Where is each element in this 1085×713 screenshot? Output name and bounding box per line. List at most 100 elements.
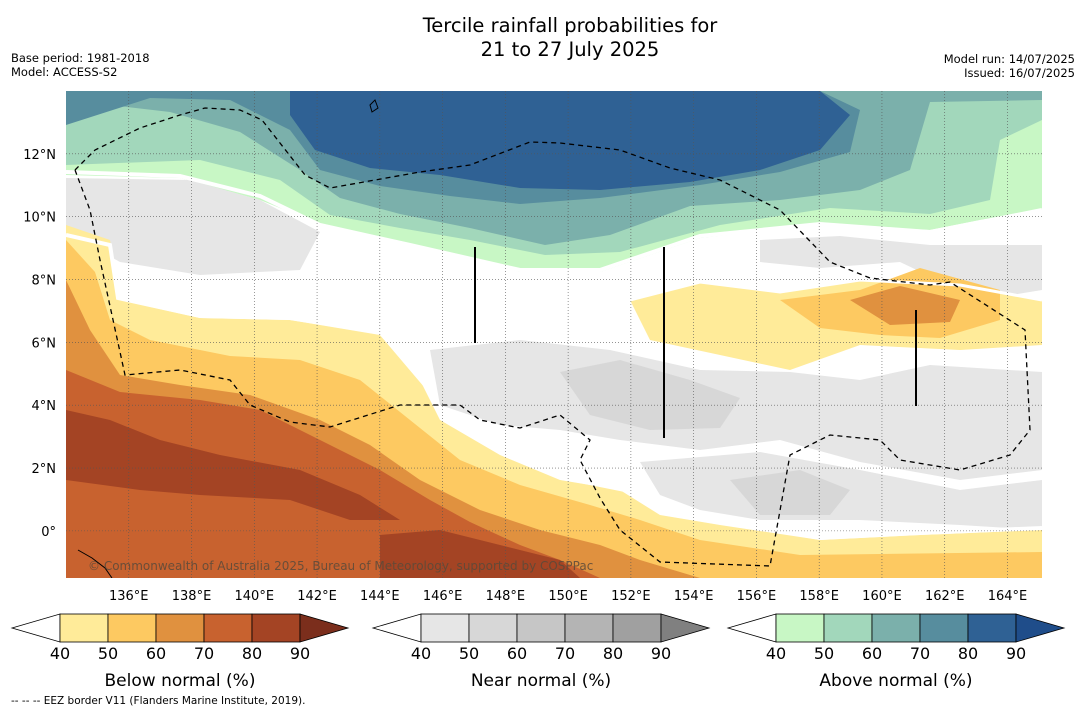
above-normal-right-patch bbox=[1010, 150, 1042, 210]
colorbar-segment bbox=[612, 613, 662, 643]
colorbar-tick-label: 80 bbox=[958, 644, 978, 663]
colorbars: 40 50 60 70 80 90 Below normal (%) 40 50 60 70 80 90… bbox=[10, 613, 1066, 691]
colorbar-tick-label: 70 bbox=[194, 644, 214, 663]
colorbar-segment bbox=[823, 613, 873, 643]
longitude-label: 164°E bbox=[988, 589, 1028, 604]
colorbar-left-extension bbox=[10, 613, 61, 643]
map-title: Tercile rainfall probabilities for 21 to… bbox=[0, 14, 1085, 62]
latitude-label: 10°N bbox=[23, 211, 56, 226]
colorbar-tick-label: 50 bbox=[98, 644, 118, 663]
near-normal-north-band bbox=[66, 178, 320, 275]
colorbar-segment bbox=[919, 613, 969, 643]
colorbar-segment bbox=[420, 613, 470, 643]
latitude-label: 4°N bbox=[32, 399, 57, 414]
longitude-labels: 136°E 138°E 140°E 142°E 144°E 146°E 148°E 150°E… bbox=[109, 589, 1027, 604]
colorbar-tick-label: 60 bbox=[507, 644, 527, 663]
colorbar-tick-label: 40 bbox=[50, 644, 70, 663]
colorbar-right-extension bbox=[299, 613, 350, 643]
near-normal-60-patch-east bbox=[730, 470, 850, 515]
colorbar-segment bbox=[203, 613, 253, 643]
below-normal-70-east bbox=[850, 286, 960, 325]
latitude-label: 8°N bbox=[32, 274, 57, 289]
latitude-labels: 12°N 10°N 8°N 6°N 4°N 2°N 0° bbox=[23, 148, 56, 540]
colorbar-segment bbox=[468, 613, 518, 643]
colorbar-tick-label: 40 bbox=[766, 644, 786, 663]
island-outline-2 bbox=[77, 549, 113, 578]
issued-text: Issued: 16/07/2025 bbox=[964, 66, 1075, 80]
footnote-eez: -- -- -- EEZ border V11 (Flanders Marine… bbox=[11, 695, 306, 707]
tercile-boundary-south bbox=[66, 233, 1042, 541]
longitude-label: 142°E bbox=[297, 589, 337, 604]
latitude-label: 2°N bbox=[32, 462, 57, 477]
longitude-label: 148°E bbox=[486, 589, 526, 604]
colorbar-left-extension bbox=[726, 613, 777, 643]
colorbar-tick-label: 60 bbox=[862, 644, 882, 663]
colorbar-tick-label: 70 bbox=[910, 644, 930, 663]
colorbar-right-extension bbox=[1015, 613, 1066, 643]
longitude-label: 152°E bbox=[611, 589, 651, 604]
island-outline bbox=[369, 99, 379, 113]
longitude-label: 162°E bbox=[925, 589, 965, 604]
colorbar-label: Below normal (%) bbox=[105, 671, 256, 691]
colorbar-segment bbox=[564, 613, 614, 643]
title-line-1: Tercile rainfall probabilities for bbox=[422, 14, 718, 37]
colorbar-tick-label: 60 bbox=[146, 644, 166, 663]
eez-border bbox=[74, 107, 1031, 567]
colorbar-tick-label: 40 bbox=[411, 644, 431, 663]
latitude-gridlines bbox=[66, 153, 1042, 532]
colorbar-segment bbox=[516, 613, 566, 643]
colorbar-tick-label: 90 bbox=[1006, 644, 1026, 663]
copyright-text: © Commonwealth of Australia 2025, Bureau… bbox=[88, 559, 593, 573]
colorbar-segment bbox=[967, 613, 1017, 643]
colorbar-segment bbox=[871, 613, 921, 643]
longitude-label: 158°E bbox=[799, 589, 839, 604]
base-period-text: Base period: 1981-2018 bbox=[11, 51, 150, 65]
longitude-label: 136°E bbox=[109, 589, 149, 604]
longitude-label: 160°E bbox=[862, 589, 902, 604]
colorbar-segment bbox=[775, 613, 825, 643]
colorbar-segment bbox=[107, 613, 157, 643]
longitude-label: 138°E bbox=[172, 589, 212, 604]
above-normal-90-region bbox=[290, 91, 850, 190]
tercile-boundary-east bbox=[629, 278, 1042, 302]
model-text: Model: ACCESS-S2 bbox=[11, 65, 118, 79]
colorbar-tick-label: 90 bbox=[290, 644, 310, 663]
graticule bbox=[66, 91, 1042, 578]
colorbar-tick-label: 50 bbox=[459, 644, 479, 663]
colorbar-tick-label: 50 bbox=[814, 644, 834, 663]
longitude-label: 154°E bbox=[674, 589, 714, 604]
colorbar-segment bbox=[155, 613, 205, 643]
colorbar-tick-label: 70 bbox=[555, 644, 575, 663]
colorbar-right-extension bbox=[660, 613, 711, 643]
near-normal-60-patch bbox=[560, 360, 740, 430]
colorbar-segment bbox=[59, 613, 109, 643]
latitude-label: 12°N bbox=[23, 148, 56, 163]
latitude-label: 6°N bbox=[32, 336, 57, 351]
title-line-2: 21 to 27 July 2025 bbox=[480, 38, 660, 61]
longitude-gridlines bbox=[128, 91, 1008, 578]
longitude-label: 144°E bbox=[360, 589, 400, 604]
colorbar-left-extension bbox=[371, 613, 422, 643]
meta-left: Base period: 1981-2018 Model: ACCESS-S2 bbox=[11, 51, 150, 79]
below-normal-90-region bbox=[66, 410, 400, 520]
model-run-text: Model run: 14/07/2025 bbox=[943, 52, 1075, 66]
colorbar-tick-label: 90 bbox=[651, 644, 671, 663]
colorbar-label: Near normal (%) bbox=[471, 671, 611, 691]
meta-right: Model run: 14/07/2025 Issued: 16/07/2025 bbox=[944, 52, 1075, 80]
colorbar-label: Above normal (%) bbox=[819, 671, 972, 691]
longitude-label: 150°E bbox=[548, 589, 588, 604]
longitude-label: 140°E bbox=[235, 589, 275, 604]
colorbar-tick-label: 80 bbox=[603, 644, 623, 663]
colorbar: 40 50 60 70 80 90 Below normal (%) bbox=[10, 613, 350, 691]
map-plot-area bbox=[66, 91, 1042, 578]
longitude-label: 156°E bbox=[737, 589, 777, 604]
below-normal-90-south bbox=[380, 530, 580, 578]
latitude-label: 0° bbox=[41, 525, 56, 540]
colorbar: 40 50 60 70 80 90 Near normal (%) bbox=[371, 613, 711, 691]
colorbar: 40 50 60 70 80 90 Above normal (%) bbox=[726, 613, 1066, 691]
colorbar-tick-label: 80 bbox=[242, 644, 262, 663]
below-normal-80-region bbox=[66, 370, 600, 578]
tercile-boundary-north bbox=[66, 170, 1042, 272]
colorbar-segment bbox=[251, 613, 301, 643]
